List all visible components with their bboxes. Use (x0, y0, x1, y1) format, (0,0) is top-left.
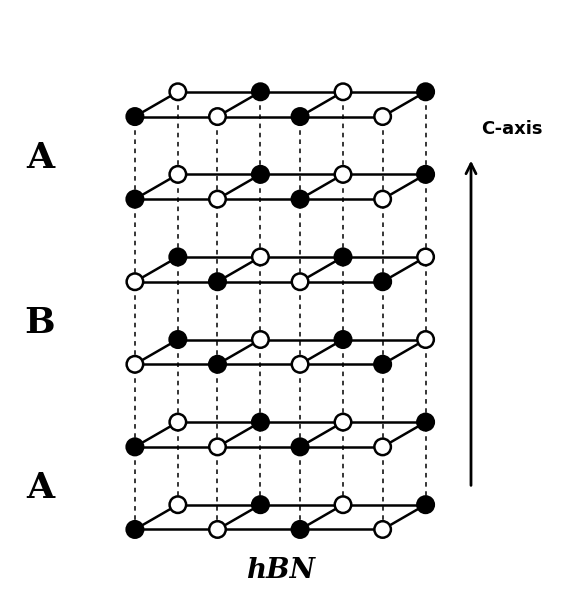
Circle shape (417, 166, 434, 183)
Circle shape (126, 191, 143, 207)
Text: A: A (26, 141, 54, 175)
Circle shape (374, 439, 391, 455)
Circle shape (209, 521, 226, 538)
Circle shape (417, 249, 434, 265)
Circle shape (170, 331, 186, 348)
Circle shape (292, 439, 308, 455)
Circle shape (209, 439, 226, 455)
Circle shape (374, 521, 391, 538)
Text: B: B (25, 306, 55, 340)
Circle shape (417, 83, 434, 100)
Circle shape (209, 109, 226, 125)
Circle shape (170, 497, 186, 513)
Circle shape (335, 331, 351, 348)
Circle shape (335, 249, 351, 265)
Circle shape (252, 249, 269, 265)
Circle shape (126, 439, 143, 455)
Circle shape (252, 497, 269, 513)
Circle shape (374, 356, 391, 373)
Circle shape (252, 414, 269, 430)
Circle shape (292, 191, 308, 207)
Circle shape (170, 166, 186, 183)
Circle shape (292, 356, 308, 373)
Text: hBN: hBN (246, 557, 314, 584)
Circle shape (170, 249, 186, 265)
Circle shape (417, 497, 434, 513)
Circle shape (126, 109, 143, 125)
Circle shape (252, 331, 269, 348)
Circle shape (170, 83, 186, 100)
Text: A: A (26, 471, 54, 505)
Circle shape (209, 356, 226, 373)
Circle shape (126, 273, 143, 290)
Circle shape (374, 109, 391, 125)
Circle shape (292, 273, 308, 290)
Circle shape (374, 273, 391, 290)
Circle shape (335, 497, 351, 513)
Text: C-axis: C-axis (481, 120, 542, 138)
Circle shape (292, 109, 308, 125)
Circle shape (252, 166, 269, 183)
Circle shape (335, 83, 351, 100)
Circle shape (252, 83, 269, 100)
Circle shape (126, 356, 143, 373)
Circle shape (335, 414, 351, 430)
Circle shape (292, 521, 308, 538)
Circle shape (170, 414, 186, 430)
Circle shape (417, 331, 434, 348)
Circle shape (374, 191, 391, 207)
Circle shape (335, 166, 351, 183)
Circle shape (126, 521, 143, 538)
Circle shape (417, 414, 434, 430)
Circle shape (209, 191, 226, 207)
Circle shape (209, 273, 226, 290)
